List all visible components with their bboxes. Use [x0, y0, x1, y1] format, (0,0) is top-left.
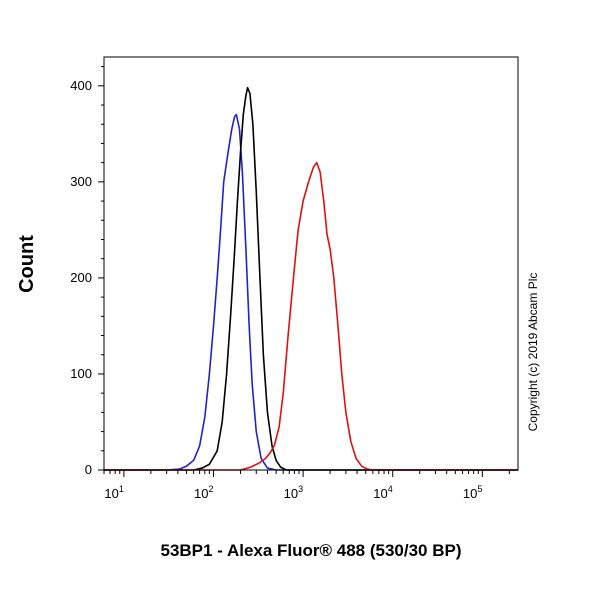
plot-series-group [104, 86, 518, 471]
x-tick-label: 105 [463, 484, 482, 501]
series-line-2 [104, 161, 518, 471]
x-tick-label: 101 [104, 484, 123, 501]
copyright-annotation: Copyright (c) 2019 Abcam Plc [526, 273, 540, 432]
y-tick-label: 300 [70, 174, 92, 189]
y-tick-label: 400 [70, 78, 92, 93]
y-tick-label: 0 [85, 462, 92, 477]
x-tick-label: 102 [194, 484, 213, 501]
y-axis: 0 100 200 300 400 [70, 66, 104, 477]
x-tick-label: 103 [284, 484, 303, 501]
x-axis-title: 53BP1 - Alexa Fluor® 488 (530/30 BP) [160, 541, 461, 560]
series-line-1 [104, 86, 518, 471]
x-axis: 101 102 103 104 105 [103, 470, 510, 501]
y-tick-label: 100 [70, 366, 92, 381]
y-tick-label: 200 [70, 270, 92, 285]
x-tick-label: 104 [373, 484, 392, 501]
series-line-0 [104, 113, 518, 471]
plot-frame [103, 56, 519, 471]
y-axis-title: Count [16, 235, 38, 293]
